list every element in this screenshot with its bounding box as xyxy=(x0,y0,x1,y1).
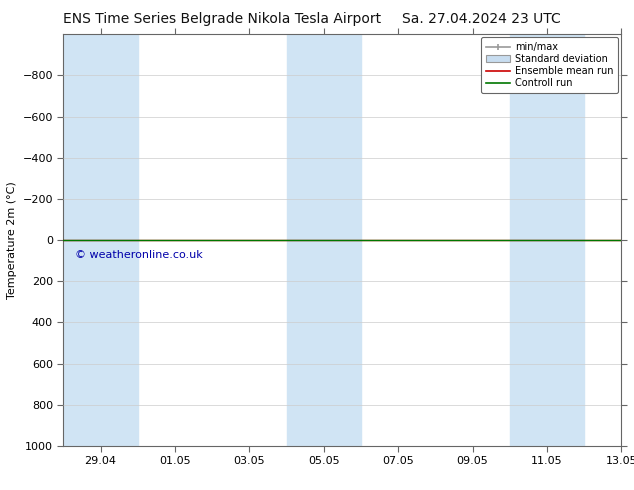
Bar xyxy=(510,34,584,446)
Y-axis label: Temperature 2m (°C): Temperature 2m (°C) xyxy=(7,181,17,299)
Text: © weatheronline.co.uk: © weatheronline.co.uk xyxy=(75,250,202,260)
Legend: min/max, Standard deviation, Ensemble mean run, Controll run: min/max, Standard deviation, Ensemble me… xyxy=(481,37,618,93)
Bar xyxy=(287,34,361,446)
Text: ENS Time Series Belgrade Nikola Tesla Airport: ENS Time Series Belgrade Nikola Tesla Ai… xyxy=(63,12,381,26)
Text: Sa. 27.04.2024 23 UTC: Sa. 27.04.2024 23 UTC xyxy=(403,12,561,26)
Bar xyxy=(63,34,138,446)
